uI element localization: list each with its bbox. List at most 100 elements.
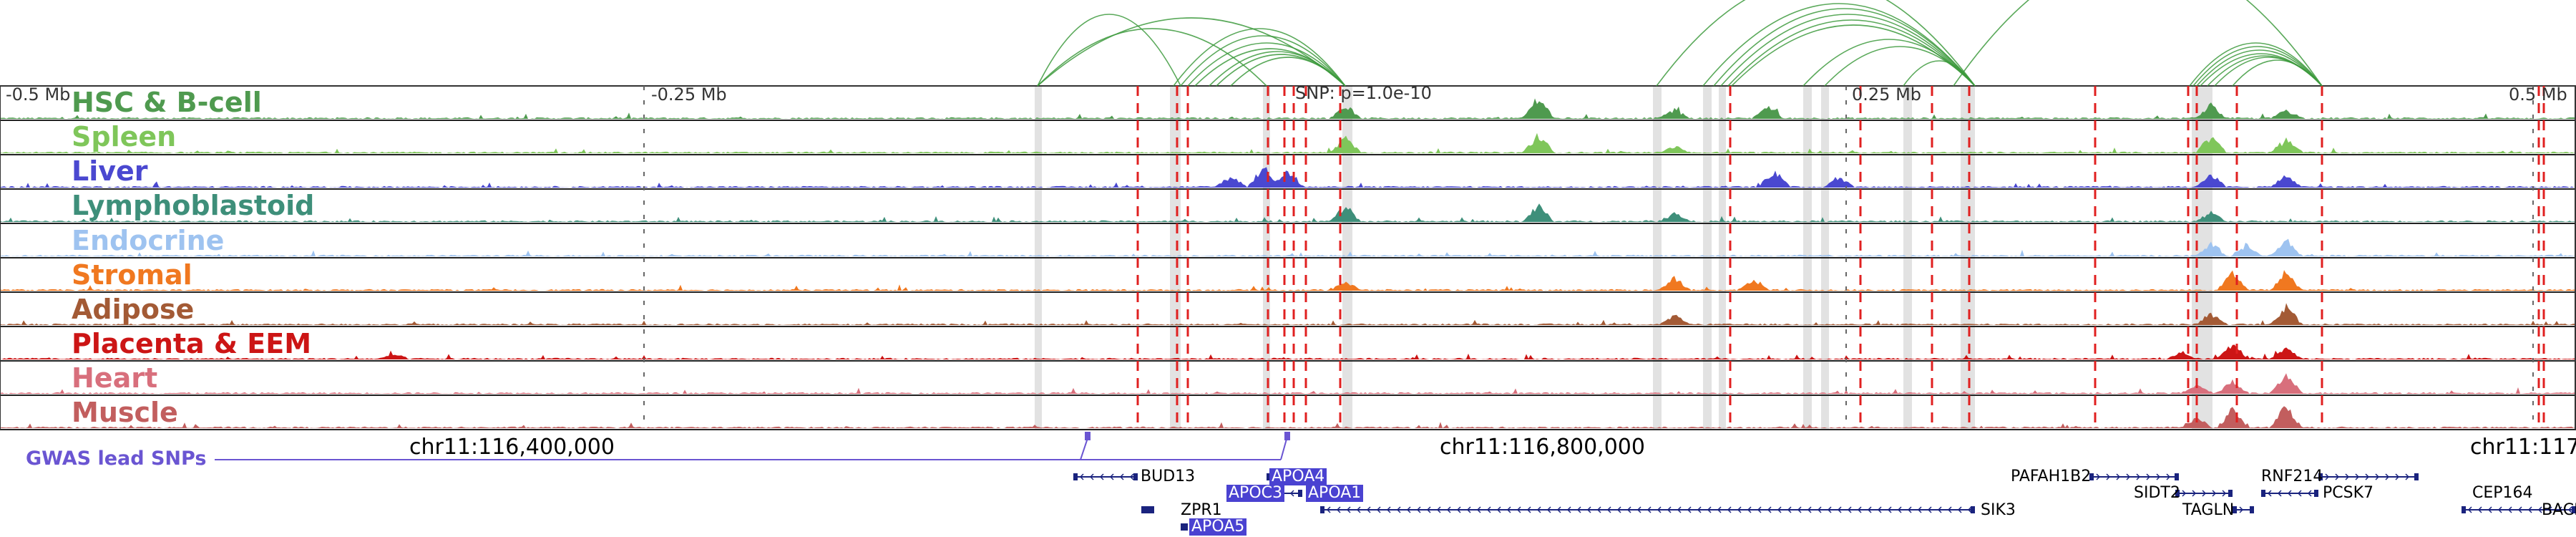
sidt2-strand-arrow	[2202, 490, 2207, 497]
signal-area	[0, 238, 2576, 256]
track-label-stromal: Stromal	[72, 259, 192, 291]
gene-label-tagln: TAGLN	[2182, 501, 2235, 519]
apoc3-apoa1-strand-arrow	[1289, 490, 1294, 497]
sik3-strand-arrow	[1847, 506, 1852, 513]
rnf214-exon	[2318, 473, 2323, 480]
sik3-strand-arrow	[1636, 506, 1641, 513]
rnf214-strand-arrow	[2335, 473, 2340, 480]
sik3-strand-arrow	[1917, 506, 1922, 513]
pafah1b2-strand-arrow	[2126, 473, 2131, 480]
sik3-strand-arrow	[1416, 506, 1421, 513]
scale-mid-left-label: -0.25 Mb	[651, 84, 727, 105]
chromatin-loop-arc	[2189, 42, 2323, 87]
pcsk7-strand-arrow	[2277, 490, 2282, 497]
apoa4-exon	[1267, 473, 1271, 480]
track-label-spleen: Spleen	[72, 121, 177, 153]
chromatin-loop-arc	[1903, 60, 1976, 87]
chromatin-loops	[1037, 0, 2323, 87]
track-label-hsc-bcell: HSC & B-cell	[72, 87, 262, 118]
sik3-strand-arrow	[1426, 506, 1431, 513]
sik3-exon	[1971, 506, 1975, 513]
rnf214-exon	[2414, 473, 2419, 480]
cep164-exon	[2572, 506, 2576, 513]
gwas-snp-marker	[1284, 432, 1290, 440]
apoc3-apoa1-exon	[1298, 490, 1302, 497]
gene-label-zpr1: ZPR1	[1181, 501, 1222, 519]
pafah1b2-strand-arrow	[2106, 473, 2111, 480]
sik3-strand-arrow	[1837, 506, 1842, 513]
signal-area	[0, 167, 2576, 188]
cep164-strand-arrow	[2487, 506, 2492, 513]
sik3-strand-arrow	[1657, 506, 1662, 513]
sik3-strand-arrow	[1727, 506, 1732, 513]
chromatin-loop-arc	[2192, 46, 2323, 87]
sik3-strand-arrow	[1476, 506, 1481, 513]
sik3-strand-arrow	[1747, 506, 1752, 513]
snp-threshold-label: SNP: p=1.0e-10	[1295, 83, 1432, 103]
rnf214-strand-arrow	[2345, 473, 2350, 480]
chromatin-loop-arc	[2196, 49, 2323, 87]
track-label-lymphoblastoid: Lymphoblastoid	[72, 190, 315, 221]
bud13-strand-arrow	[1119, 473, 1124, 480]
rnf214-strand-arrow	[2375, 473, 2380, 480]
bud13-exon	[1073, 473, 1078, 480]
coordinate-label-right: chr11:117	[2470, 435, 2576, 460]
sik3-strand-arrow	[1667, 506, 1672, 513]
sik3-strand-arrow	[1927, 506, 1932, 513]
track-label-heart: Heart	[72, 362, 158, 394]
coordinate-label-left: chr11:116,400,000	[409, 435, 615, 460]
sidt2-exon	[2175, 490, 2180, 497]
sik3-strand-arrow	[1957, 506, 1962, 513]
gene-label-apoa5: APOA5	[1189, 518, 1247, 536]
sidt2-strand-arrow	[2182, 490, 2187, 497]
gene-label-apoc3: APOC3	[1226, 485, 1284, 502]
bud13-strand-arrow	[1129, 473, 1134, 480]
gene-label-rnf214: RNF214	[2261, 468, 2323, 485]
track-label-liver: Liver	[72, 155, 148, 187]
pafah1b2-strand-arrow	[2166, 473, 2171, 480]
sik3-strand-arrow	[1506, 506, 1511, 513]
rnf214-strand-arrow	[2325, 473, 2330, 480]
pcsk7-strand-arrow	[2267, 490, 2272, 497]
sik3-strand-arrow	[1707, 506, 1712, 513]
sik3-strand-arrow	[1486, 506, 1491, 513]
pcsk7-strand-arrow	[2297, 490, 2302, 497]
signal-area	[0, 270, 2576, 291]
chromatin-loop-arc	[1720, 14, 1976, 87]
sik3-strand-arrow	[1827, 506, 1832, 513]
track-label-muscle: Muscle	[72, 397, 178, 428]
track-label-adipose: Adipose	[72, 294, 195, 325]
cep164-strand-arrow	[2567, 506, 2572, 513]
sik3-strand-arrow	[1566, 506, 1571, 513]
cep164-strand-arrow	[2507, 506, 2512, 513]
rnf214-strand-arrow	[2405, 473, 2410, 480]
signal-area	[0, 203, 2576, 222]
coordinate-label-middle: chr11:116,800,000	[1440, 435, 1645, 460]
sik3-strand-arrow	[1737, 506, 1742, 513]
tagln-exon	[2250, 506, 2254, 513]
chromatin-loop-arc	[1187, 42, 1346, 87]
pafah1b2-exon	[2089, 473, 2094, 480]
chromatin-loop-arc	[1180, 35, 1346, 87]
sik3-strand-arrow	[1366, 506, 1371, 513]
apoa5-exon	[1181, 523, 1185, 531]
gene-models	[1073, 473, 2576, 531]
chromatin-loop-arc	[1037, 28, 1267, 87]
pafah1b2-strand-arrow	[2096, 473, 2101, 480]
gene-label-apoa1: APOA1	[1306, 485, 1364, 502]
cep164-strand-arrow	[2517, 506, 2522, 513]
sik3-strand-arrow	[1687, 506, 1692, 513]
signal-area	[0, 373, 2576, 394]
sik3-strand-arrow	[1516, 506, 1521, 513]
sik3-strand-arrow	[1877, 506, 1882, 513]
sik3-strand-arrow	[1777, 506, 1782, 513]
pafah1b2-strand-arrow	[2136, 473, 2141, 480]
pcsk7-strand-arrow	[2307, 490, 2312, 497]
gene-label-pcsk7: PCSK7	[2323, 484, 2374, 502]
cep164-strand-arrow	[2527, 506, 2532, 513]
sik3-strand-arrow	[1857, 506, 1862, 513]
gene-label-bud13: BUD13	[1141, 468, 1196, 485]
sik3-strand-arrow	[1697, 506, 1702, 513]
signal-area	[0, 303, 2576, 325]
